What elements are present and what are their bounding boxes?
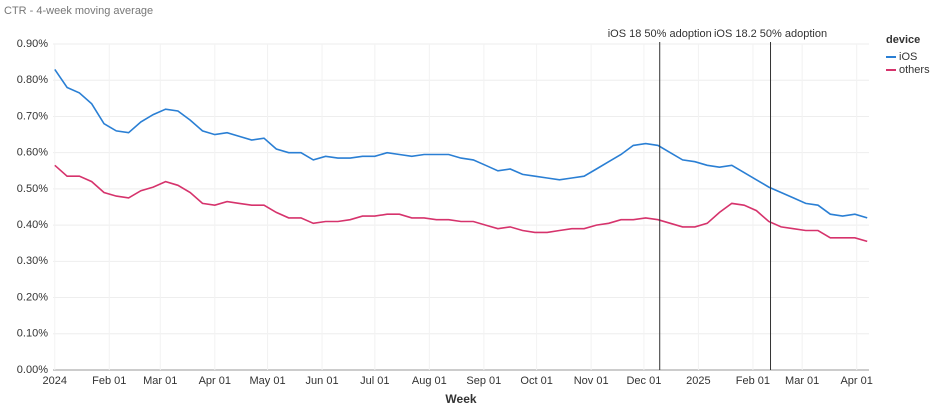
y-tick-label: 0.80% <box>17 74 48 86</box>
x-tick-label: Apr 01 <box>199 375 231 387</box>
x-tick-label: 2024 <box>43 375 67 387</box>
x-axis-label: Week <box>445 392 476 406</box>
y-tick-label: 0.30% <box>17 255 48 267</box>
x-tick-label: Aug 01 <box>412 375 447 387</box>
x-tick-label: Jul 01 <box>360 375 389 387</box>
x-tick-label: May 01 <box>250 375 286 387</box>
x-tick-label: Jun 01 <box>306 375 339 387</box>
series-line <box>54 164 868 243</box>
y-tick-label: 0.70% <box>17 110 48 122</box>
y-tick-label: 0.60% <box>17 147 48 159</box>
x-tick-label: Nov 01 <box>574 375 609 387</box>
y-tick-label: 0.90% <box>17 38 48 50</box>
x-tick-label: Apr 01 <box>840 375 872 387</box>
x-tick-label: Feb 01 <box>736 375 770 387</box>
x-tick-label: Feb 01 <box>92 375 126 387</box>
annotation-label: iOS 18.2 50% adoption <box>714 28 827 40</box>
x-tick-label: Mar 01 <box>785 375 819 387</box>
y-tick-label: 0.10% <box>17 328 48 340</box>
y-tick-label: 0.40% <box>17 219 48 231</box>
x-tick-label: Mar 01 <box>143 375 177 387</box>
legend-label: iOS <box>899 51 917 63</box>
y-tick-label: 0.00% <box>17 364 48 376</box>
chart-title: CTR - 4-week moving average <box>4 5 153 17</box>
x-tick-label: Sep 01 <box>466 375 501 387</box>
x-tick-label: 2025 <box>686 375 710 387</box>
x-tick-label: Dec 01 <box>626 375 661 387</box>
annotation-label: iOS 18 50% adoption <box>608 28 712 40</box>
x-tick-label: Oct 01 <box>520 375 552 387</box>
series-line <box>54 68 868 219</box>
y-tick-label: 0.50% <box>17 183 48 195</box>
legend-label: others <box>899 64 930 76</box>
legend-title: device <box>886 34 920 46</box>
y-tick-label: 0.20% <box>17 291 48 303</box>
